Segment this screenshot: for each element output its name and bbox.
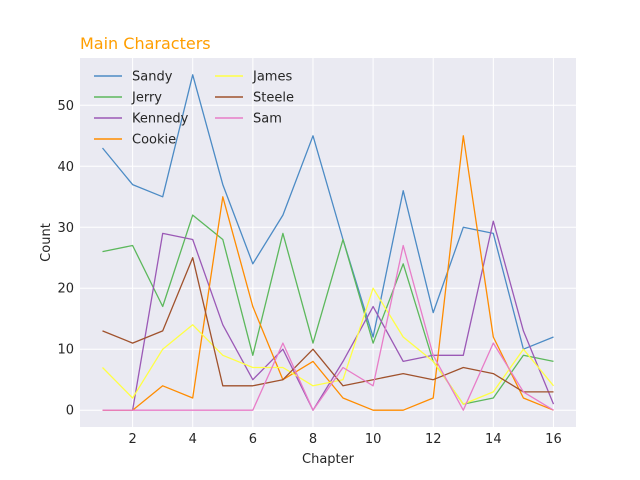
y-tick-label: 20: [57, 282, 74, 297]
x-tick-label: 10: [365, 432, 382, 447]
y-tick-label: 0: [66, 404, 74, 419]
x-tick-label: 8: [309, 432, 317, 447]
y-tick-label: 30: [57, 221, 74, 236]
series-line-james: [102, 287, 555, 405]
series-line-cookie: [102, 135, 554, 411]
x-axis-label: Chapter: [302, 452, 355, 467]
series-line-jerry: [102, 214, 554, 405]
legend-item-sandy: Sandy: [94, 70, 173, 85]
legend-item-james: James: [215, 70, 292, 85]
series-line-sandy: [101, 74, 554, 350]
legend-label: Steele: [253, 91, 294, 106]
x-tick-label: 2: [128, 432, 136, 447]
legend-label: Sandy: [132, 70, 173, 85]
y-axis-ticks: 0 10 20 30 40 50: [57, 99, 74, 419]
x-tick-label: 14: [485, 432, 502, 447]
legend-label: Kennedy: [132, 112, 189, 127]
x-tick-label: 6: [249, 432, 257, 447]
x-tick-label: 12: [425, 432, 442, 447]
x-tick-label: 4: [189, 432, 197, 447]
chart-title: Main Characters: [80, 34, 211, 53]
y-tick-label: 40: [57, 160, 74, 175]
series-line-kennedy: [102, 220, 555, 411]
legend-label: Cookie: [132, 133, 176, 148]
legend-item-steele: Steele: [215, 91, 294, 106]
legend-item-sam: Sam: [215, 112, 282, 127]
x-tick-label: 16: [545, 432, 562, 447]
legend-label: Jerry: [131, 91, 162, 106]
series-lines: [101, 74, 555, 411]
legend-item-cookie: Cookie: [94, 133, 176, 148]
legend-item-kennedy: Kennedy: [94, 112, 189, 127]
x-axis-ticks: 2 4 6 8 10 12 14 16: [128, 432, 561, 447]
series-line-steele: [102, 257, 554, 393]
y-tick-label: 50: [57, 99, 74, 114]
legend: Sandy Jerry Kennedy Cookie James Steele Sam: [94, 70, 294, 148]
legend-label: James: [252, 70, 292, 85]
y-axis-label: Count: [39, 223, 54, 262]
y-tick-label: 10: [57, 343, 74, 358]
series-line-sam: [102, 244, 554, 411]
legend-item-jerry: Jerry: [94, 91, 162, 106]
legend-label: Sam: [253, 112, 282, 127]
